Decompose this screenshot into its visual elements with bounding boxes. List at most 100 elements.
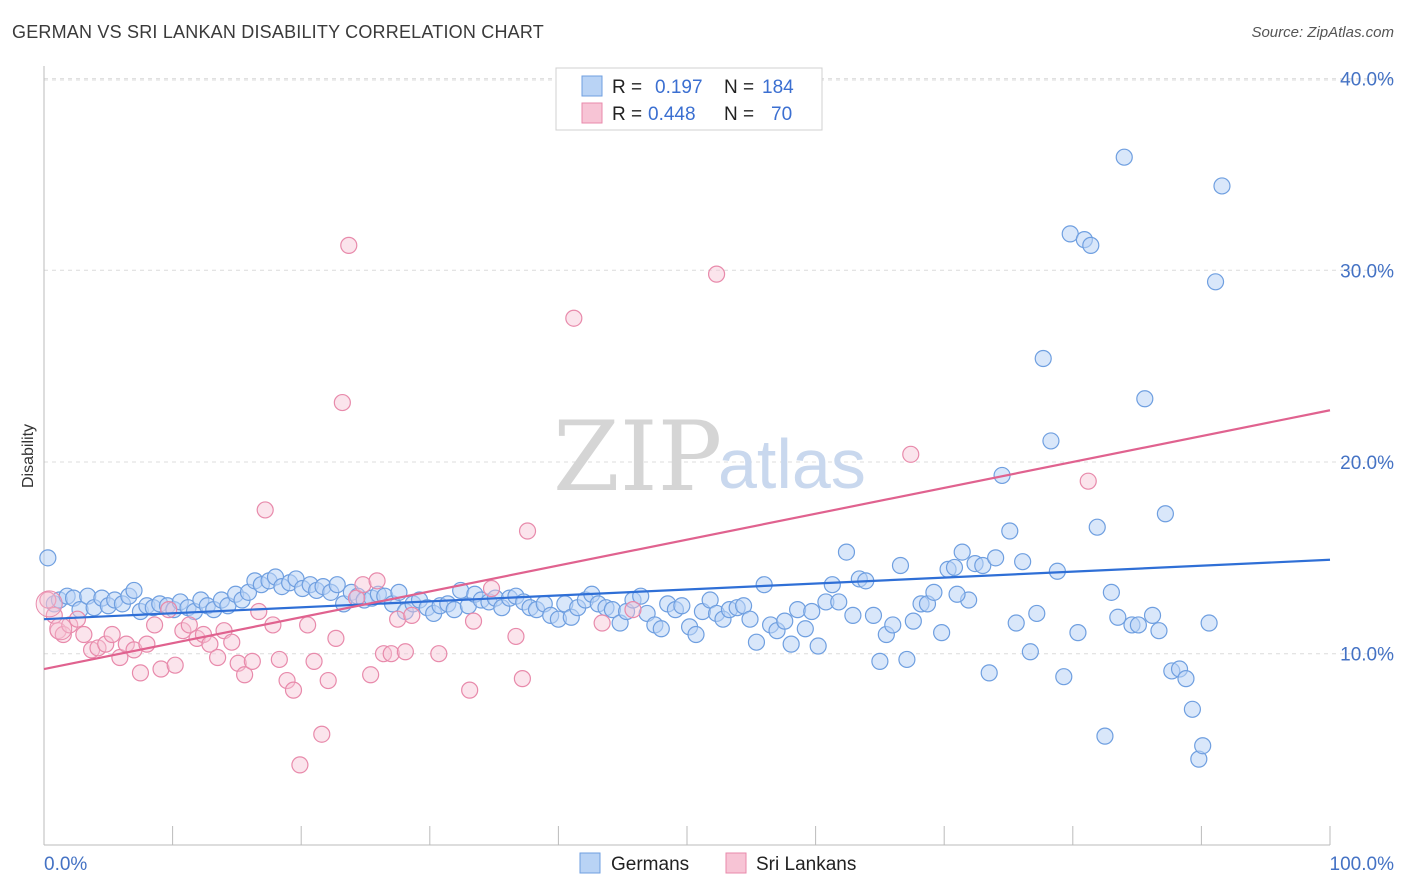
point-sri-lankans <box>39 591 57 609</box>
point-germans <box>871 652 889 670</box>
point-germans <box>782 635 800 653</box>
point-sri-lankans <box>54 625 72 644</box>
point-germans <box>1055 668 1073 686</box>
watermark: ZIP atlas <box>553 401 866 513</box>
point-germans <box>1069 624 1087 642</box>
point-sri-lankans <box>1079 472 1097 490</box>
legend-bottom: Germans Sri Lankans <box>579 852 856 875</box>
point-germans <box>1156 505 1174 523</box>
point-germans <box>1102 583 1120 601</box>
point-germans <box>1021 643 1039 661</box>
point-sri-lankans <box>152 660 170 678</box>
point-germans <box>904 612 922 630</box>
point-germans <box>830 593 848 611</box>
y-axis-label: Disability <box>20 424 37 488</box>
trend-line-sri-lankans <box>43 409 1331 671</box>
point-sri-lankans <box>507 627 525 646</box>
point-germans <box>747 633 766 651</box>
point-sri-lankans <box>284 681 303 699</box>
point-germans <box>1001 522 1019 540</box>
legend-n-value: 70 <box>771 104 792 125</box>
point-sri-lankans <box>209 648 227 667</box>
point-germans <box>1088 518 1106 536</box>
watermark-atlas: atlas <box>718 425 866 503</box>
point-sri-lankans <box>518 522 537 540</box>
trend-line-germans <box>43 558 1331 621</box>
point-germans <box>933 624 951 642</box>
point-sri-lankans <box>131 664 150 682</box>
point-germans <box>1028 604 1046 623</box>
point-sri-lankans <box>89 639 107 657</box>
point-sri-lankans <box>354 576 372 594</box>
point-germans <box>39 549 57 567</box>
point-sri-lankans <box>403 606 421 624</box>
point-sri-lankans <box>256 501 274 519</box>
point-germans <box>891 556 910 575</box>
point-germans <box>974 556 992 575</box>
point-germans <box>1042 432 1060 450</box>
point-sri-lankans <box>482 579 501 598</box>
point-germans <box>445 601 463 619</box>
point-sri-lankans <box>75 625 93 644</box>
point-sri-lankans <box>305 652 323 670</box>
point-germans <box>125 581 143 600</box>
point-sri-lankans <box>396 643 414 661</box>
point-sri-lankans <box>166 656 184 674</box>
y-tick-label: 40.0% <box>1340 70 1394 91</box>
legend-swatch-sri-lankans <box>581 102 603 124</box>
point-sri-lankans <box>368 572 386 590</box>
y-tick-label: 10.0% <box>1340 645 1394 666</box>
point-sri-lankans <box>389 610 407 628</box>
legend-bottom-swatch-germans <box>579 852 601 874</box>
point-sri-lankans <box>223 633 241 651</box>
legend-n-value: 184 <box>762 77 794 98</box>
legend-swatch-germans <box>581 75 603 97</box>
point-sri-lankans <box>97 635 115 653</box>
point-germans <box>1014 553 1032 571</box>
point-sri-lankans <box>362 666 380 684</box>
point-germans <box>837 543 856 561</box>
point-germans <box>980 664 998 682</box>
point-germans <box>945 558 964 577</box>
point-sri-lankans <box>707 265 726 283</box>
series-sri-lankans <box>35 236 1097 774</box>
point-sri-lankans <box>382 645 400 663</box>
legend-r-label: R = <box>612 104 642 125</box>
y-tick-label: 20.0% <box>1340 453 1394 474</box>
point-sri-lankans <box>291 756 309 774</box>
point-sri-lankans <box>513 670 531 688</box>
point-germans <box>776 612 794 630</box>
source-label: Source: ZipAtlas.com <box>1251 24 1394 41</box>
legend-r-label: R = <box>612 77 642 98</box>
legend-r-value: 0.448 <box>648 104 696 125</box>
point-sri-lankans <box>103 625 121 644</box>
point-sri-lankans <box>35 590 63 618</box>
point-germans <box>652 620 670 638</box>
point-germans <box>1183 700 1201 718</box>
trend-lines <box>43 409 1331 671</box>
point-germans <box>948 585 966 603</box>
point-sri-lankans <box>333 393 351 412</box>
point-sri-lankans <box>430 645 448 663</box>
point-germans <box>673 597 691 615</box>
point-germans <box>1129 616 1147 634</box>
point-germans <box>1177 670 1195 688</box>
point-sri-lankans <box>180 616 198 634</box>
point-sri-lankans <box>299 616 317 634</box>
point-sri-lankans <box>236 666 254 684</box>
point-sri-lankans <box>278 671 296 690</box>
point-sri-lankans <box>174 622 192 640</box>
point-germans <box>809 637 827 655</box>
legend-top: R = 0.197 N = 184 R = 0.448 N = 70 <box>555 67 823 131</box>
point-germans <box>1143 606 1162 624</box>
point-germans <box>953 543 971 561</box>
point-sri-lankans <box>68 610 87 628</box>
point-germans <box>788 601 807 619</box>
point-germans <box>741 610 759 628</box>
legend-r-value: 0.197 <box>655 77 703 98</box>
point-sri-lankans <box>145 616 164 634</box>
point-sri-lankans <box>464 612 483 630</box>
x-tick-label: 0.0% <box>44 854 87 875</box>
chart-title: GERMAN VS SRI LANKAN DISABILITY CORRELAT… <box>12 22 544 42</box>
